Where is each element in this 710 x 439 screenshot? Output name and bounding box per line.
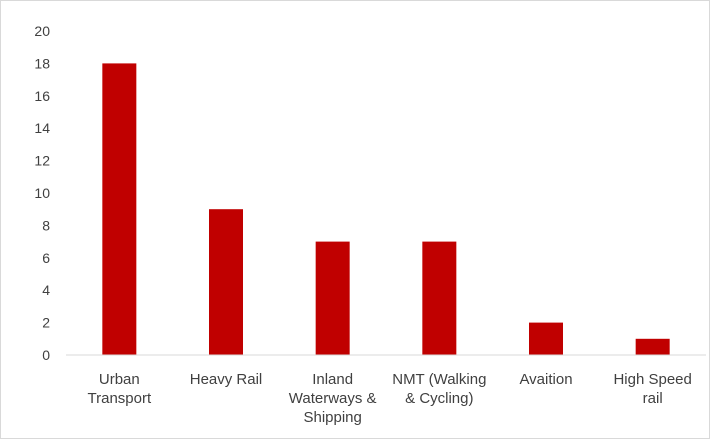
bar	[102, 63, 137, 356]
bar	[422, 241, 457, 355]
y-tick-label: 14	[34, 120, 50, 136]
bar	[209, 209, 243, 355]
x-category-label: & Cycling)	[405, 390, 473, 407]
x-category-label: Waterways &	[289, 390, 377, 407]
bars	[102, 63, 670, 356]
y-tick-label: 18	[34, 55, 50, 71]
y-tick-label: 12	[34, 153, 50, 169]
x-category-label: NMT (Walking	[392, 371, 486, 388]
y-axis-ticks: 0 2 4 6 8 10 12 14 16 18 20	[34, 23, 50, 363]
x-category-label: Shipping	[303, 409, 361, 426]
x-category-label: Avaition	[519, 371, 572, 388]
y-tick-label: 4	[42, 282, 50, 298]
y-tick-label: 2	[42, 315, 50, 331]
y-tick-label: 0	[42, 347, 50, 363]
x-category-label: High Speed	[613, 371, 691, 388]
y-tick-label: 16	[34, 88, 50, 104]
x-axis-labels: Urban Transport Heavy Rail Inland Waterways …	[88, 371, 692, 426]
y-tick-label: 6	[42, 250, 50, 266]
x-category-label: Heavy Rail	[190, 371, 263, 388]
bar	[315, 241, 350, 355]
y-tick-label: 20	[34, 23, 50, 39]
x-category-label: Inland	[312, 371, 353, 388]
y-tick-label: 8	[42, 217, 50, 233]
x-category-label: Transport	[88, 390, 152, 407]
x-category-label: Urban	[99, 371, 140, 388]
bar	[635, 338, 670, 355]
y-tick-label: 10	[34, 185, 50, 201]
bar	[529, 322, 563, 355]
x-category-label: rail	[643, 390, 663, 407]
